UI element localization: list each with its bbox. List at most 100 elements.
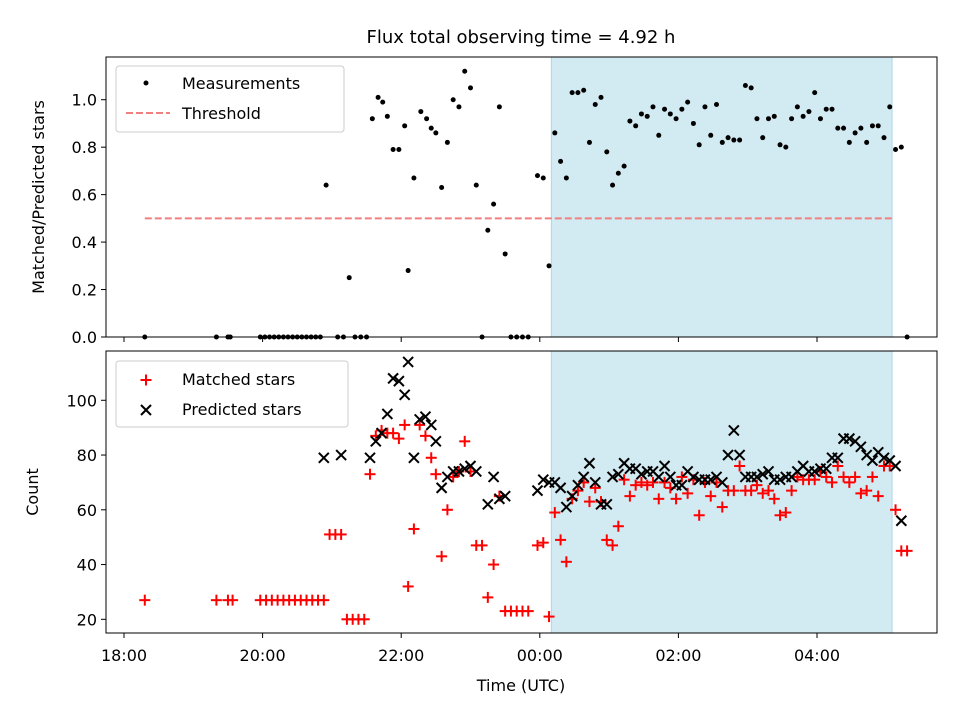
matched-star-point [522,605,534,617]
measurement-point [610,182,616,188]
matched-star-point [774,509,786,521]
matched-star-point [618,474,630,486]
legend: Measurements Threshold [115,65,345,133]
predicted-star-point [381,408,394,420]
predicted-star-point [531,484,544,497]
matched-star-point [861,485,873,497]
measurement-point [390,147,396,153]
matched-star-point [849,471,861,483]
matched-star-point [488,559,500,571]
measurement-point [817,116,823,122]
x-tick-label: 20:00 [240,646,286,665]
matched-star-point [791,471,803,483]
measurement-point [765,116,771,122]
predicted-star-point [589,476,601,489]
matched-star-point [476,539,488,551]
legend-matched-marker [140,374,152,386]
matched-star-point [399,419,411,431]
legend-predicted-marker [140,404,152,416]
predicted-star-point [572,479,584,491]
measurement-point [858,125,864,131]
predicted-star-point [487,471,500,483]
matched-star-point [653,493,665,505]
matched-star-point [589,482,601,494]
matched-star-point [676,471,688,483]
measurement-point [552,130,558,136]
measurement-point [375,94,381,100]
cross-marker [140,404,152,416]
measurement-point [638,111,644,117]
y-tick-label: 100 [66,391,97,410]
y-axis-label: Matched/Predicted stars [29,100,48,294]
matched-star-point [843,476,855,488]
matched-star-point [890,504,902,516]
measurement-point [800,113,806,119]
measurement-point [384,113,390,119]
matched-star-point [705,490,717,502]
measurement-point [719,139,725,145]
measurement-point [428,125,434,131]
matched-star-point [227,594,239,606]
matched-star-point [572,485,584,497]
measurement-point [380,99,386,105]
predicted-star-point [722,449,734,461]
predicted-star-point [387,372,399,385]
chart-title: Flux total observing time = 4.92 h [367,27,676,48]
measurement-point [621,163,627,169]
predicted-star-point [482,498,494,511]
matched-star-point [402,580,414,592]
measurement-point [673,116,679,122]
measurement-point [402,123,408,129]
measurement-point [592,101,598,107]
predicted-star-point [402,356,414,368]
measurement-point [396,147,402,153]
y-tick-label: 20 [77,610,97,629]
measurement-point [418,109,424,115]
measurement-point [473,182,479,188]
predicted-star-point [601,498,613,511]
legend-box [115,65,345,133]
measurement-point [690,120,696,126]
measurement-point [424,116,430,122]
predicted-star-point [435,482,448,494]
predicted-star-point [537,473,549,486]
measurement-point [468,85,473,91]
predicted-star-point [364,452,376,464]
predicted-star-point [676,479,688,491]
predicted-star-point [866,454,879,467]
predicted-star-point [774,473,786,486]
predicted-star-point [560,501,573,513]
measurement-point [462,68,468,74]
measurement-point [633,123,639,129]
matched-star-point [425,452,437,464]
measurement-point [405,268,411,274]
measurement-point [546,263,552,269]
measurement-point [586,139,592,145]
predicted-star-point [419,411,432,423]
matched-star-point [693,509,705,521]
measurement-point [575,90,581,96]
measurement-point [444,139,450,145]
matched-star-point [855,487,867,499]
x-tick-label: 02:00 [655,646,701,665]
matched-star-point [441,504,453,516]
matched-star-point [641,479,653,491]
matched-star-point [543,611,555,623]
measurement-point [656,132,662,138]
y-tick-label: 0.2 [72,281,97,300]
measurement-point [662,106,668,112]
measurement-point [650,104,656,110]
predicted-star-point [820,463,832,475]
axes-frame [105,56,938,338]
matched-star-point [537,537,549,549]
matched-star-point [780,507,792,519]
matched-star-point [531,539,543,551]
x-tick-label: 22:00 [378,646,424,665]
legend-measurements-marker [143,80,149,86]
predicted-star-point [612,468,625,480]
matched-star-point [358,613,370,625]
predicted-star-point [493,493,506,505]
measurement-point [569,90,575,96]
measurement-point [496,104,502,110]
predicted-star-point [658,460,671,472]
